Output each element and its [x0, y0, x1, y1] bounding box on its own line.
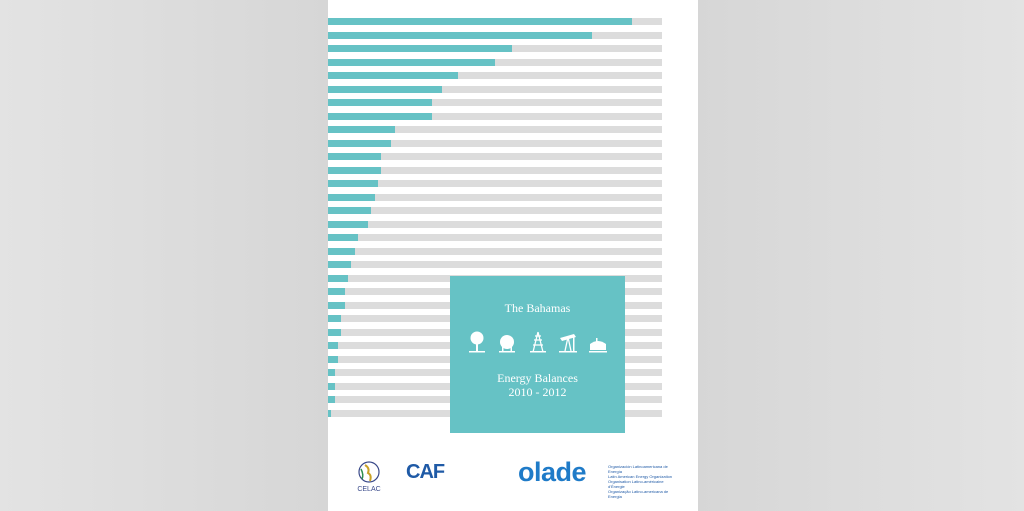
- bar-fill: [328, 409, 331, 417]
- celac-emblem-icon: [358, 461, 380, 483]
- publication-title-line1: Energy Balances: [497, 371, 578, 385]
- bar-fill: [328, 45, 512, 52]
- bar-fill: [328, 139, 391, 147]
- bar-fill: [328, 99, 432, 106]
- olade-subtitle-en: Latin American Energy Organization: [608, 474, 673, 479]
- bar-fill: [328, 220, 368, 228]
- power-tower-icon: [529, 331, 546, 353]
- bar-track: [328, 180, 662, 187]
- publication-title: Energy Balances 2010 - 2012: [450, 371, 625, 399]
- oil-pump-icon: [558, 334, 577, 353]
- bar-fill: [328, 261, 351, 268]
- bar-track: [328, 31, 662, 39]
- bar-fill: [328, 18, 632, 25]
- bar-track: [328, 18, 662, 25]
- refinery-icon: [589, 338, 607, 353]
- bar-fill: [328, 342, 338, 349]
- bar-fill: [328, 193, 375, 201]
- celac-logo: CELAC: [352, 459, 386, 499]
- bar-fill: [328, 328, 341, 336]
- country-name: The Bahamas: [504, 301, 571, 315]
- bar-fill: [328, 315, 341, 322]
- bar-fill: [328, 153, 381, 160]
- bar-track: [328, 166, 662, 174]
- bar-track: [328, 153, 662, 160]
- bar-fill: [328, 369, 335, 376]
- olade-logo: olade: [518, 457, 587, 487]
- caf-logo: CAF: [406, 461, 445, 483]
- bar-fill: [328, 166, 381, 174]
- bar-fill: [328, 31, 592, 39]
- celac-label: CELAC: [357, 486, 381, 493]
- bar-track: [328, 261, 662, 268]
- bar-fill: [328, 382, 335, 390]
- bar-track: [328, 99, 662, 106]
- bar-track: [328, 126, 662, 133]
- bar-track: [328, 234, 662, 241]
- bar-fill: [328, 207, 371, 214]
- bar-fill: [328, 288, 345, 295]
- partner-logos: CELAC CAF olade Organización Latinoameri…: [328, 455, 698, 500]
- report-cover: The Bahamas: [328, 0, 698, 511]
- bar-track: [328, 193, 662, 201]
- bar-fill: [328, 301, 345, 309]
- bar-track: [328, 45, 662, 52]
- bar-track: [328, 58, 662, 66]
- bar-fill: [328, 234, 358, 241]
- bar-fill: [328, 180, 378, 187]
- bar-fill: [328, 72, 458, 79]
- publication-title-line2: 2010 - 2012: [508, 385, 567, 399]
- bar-track: [328, 207, 662, 214]
- olade-subtitle-fr: Organisation Latino-américaine d'Énergie: [608, 479, 664, 489]
- title-panel: The Bahamas: [450, 276, 625, 433]
- olade-subtitle-es: Organización Latinoamericana de Energía: [608, 464, 668, 474]
- energy-icons-row: [466, 330, 609, 354]
- bar-track: [328, 72, 662, 79]
- bar-fill: [328, 247, 355, 255]
- tree-icon: [469, 331, 485, 353]
- bar-fill: [328, 112, 432, 120]
- bar-track: [328, 247, 662, 255]
- bar-fill: [328, 274, 348, 282]
- bar-fill: [328, 355, 338, 363]
- bar-fill: [328, 58, 495, 66]
- bar-fill: [328, 126, 395, 133]
- bar-fill: [328, 85, 442, 93]
- bar-fill: [328, 396, 335, 403]
- gas-tank-icon: [499, 335, 516, 353]
- olade-subtitle-pt: Organização Latino-americana de Energia: [608, 489, 669, 499]
- bar-track: [328, 139, 662, 147]
- olade-subtitle: Organización Latinoamericana de Energía …: [608, 464, 680, 499]
- bar-track: [328, 112, 662, 120]
- bar-track: [328, 220, 662, 228]
- bar-track: [328, 85, 662, 93]
